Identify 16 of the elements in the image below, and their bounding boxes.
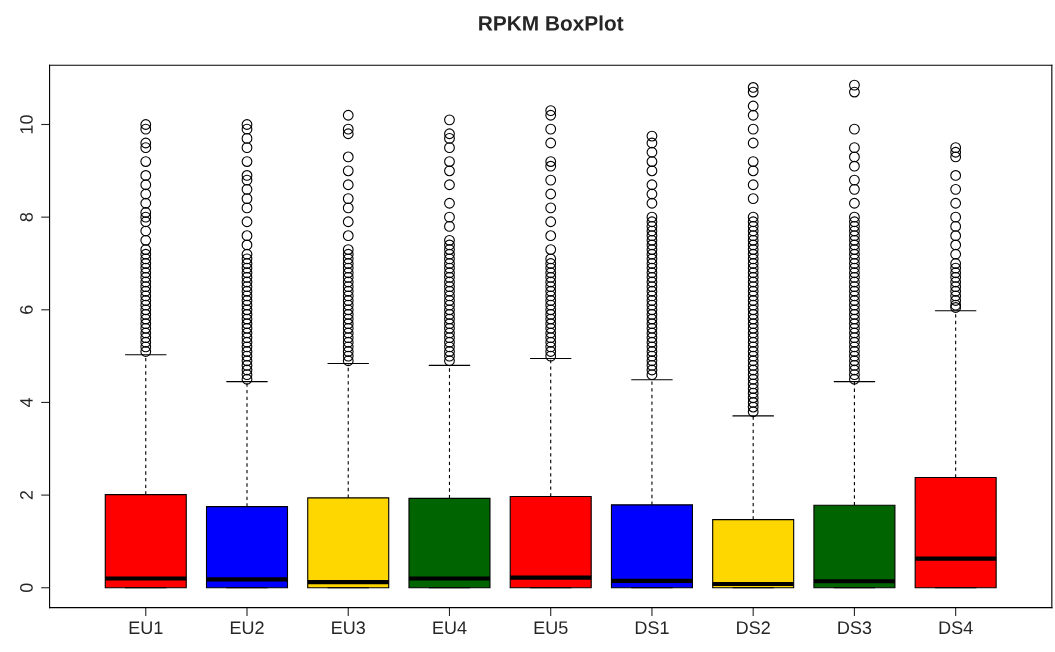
y-tick-label: 8 <box>20 212 33 222</box>
x-tick-label: DS2 <box>737 621 770 635</box>
x-tick-label: DS4 <box>939 621 973 635</box>
y-tick-label: 6 <box>20 305 33 314</box>
y-tick-label: 0 <box>20 583 33 593</box>
x-tick-label: EU3 <box>332 621 365 635</box>
y-tick-label: 10 <box>20 115 33 134</box>
y-tick-label: 2 <box>20 490 33 500</box>
x-tick-label: EU5 <box>534 621 568 635</box>
chart-title: RPKM BoxPlot <box>479 15 624 31</box>
x-tick-label: EU4 <box>433 621 467 635</box>
x-tick-label: DS1 <box>635 621 669 635</box>
x-tick-label: EU2 <box>230 621 264 635</box>
x-tick-label: EU1 <box>129 621 163 635</box>
x-tick-label: DS3 <box>838 621 872 635</box>
y-tick-label: 4 <box>20 397 33 408</box>
